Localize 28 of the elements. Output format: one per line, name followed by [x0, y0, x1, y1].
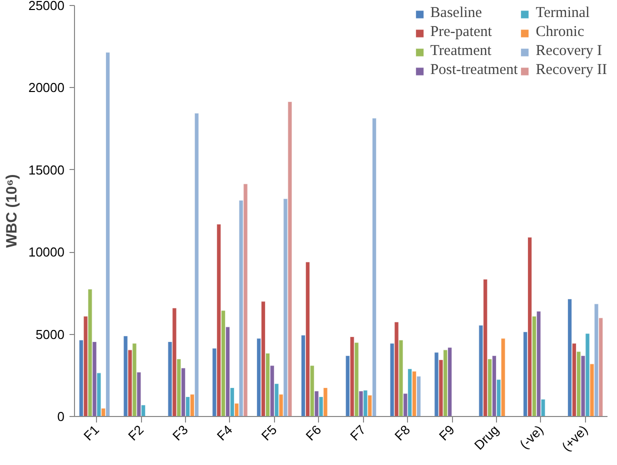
legend-label: Post-treatment: [430, 62, 518, 79]
x-tick-label: F3: [170, 422, 191, 444]
bar: [434, 352, 439, 416]
x-tick-label: F9: [436, 422, 458, 444]
x-tick-label: F2: [125, 422, 146, 444]
x-tick-label: F4: [214, 422, 236, 444]
x-tick-label: F6: [302, 422, 324, 444]
legend-label: Baseline: [430, 5, 482, 22]
legend-label: Recovery I: [536, 43, 602, 60]
x-tick-label: F7: [347, 422, 369, 444]
legend-label: Treatment: [430, 43, 492, 60]
y-tick-label: 25000: [28, 0, 65, 13]
bar: [194, 112, 199, 416]
legend-label: Terminal: [536, 5, 590, 22]
x-tick-label: F1: [80, 422, 102, 444]
y-tick-label: 0: [57, 409, 65, 424]
y-tick-label: 10000: [28, 244, 65, 260]
x-tick-label: F5: [258, 422, 280, 444]
y-tick-label: 20000: [28, 80, 65, 96]
y-tick-label: 5000: [36, 326, 64, 342]
bar: [123, 336, 128, 416]
legend-label: Chronic: [536, 24, 584, 41]
bar: [500, 338, 506, 416]
legend-label: Pre-patent: [430, 24, 492, 41]
legend-label: Recovery II: [536, 62, 607, 79]
y-tick-label: 15000: [28, 162, 65, 178]
y-axis-title: WBC (10⁶): [3, 174, 20, 248]
x-tick-label: F8: [392, 422, 413, 444]
